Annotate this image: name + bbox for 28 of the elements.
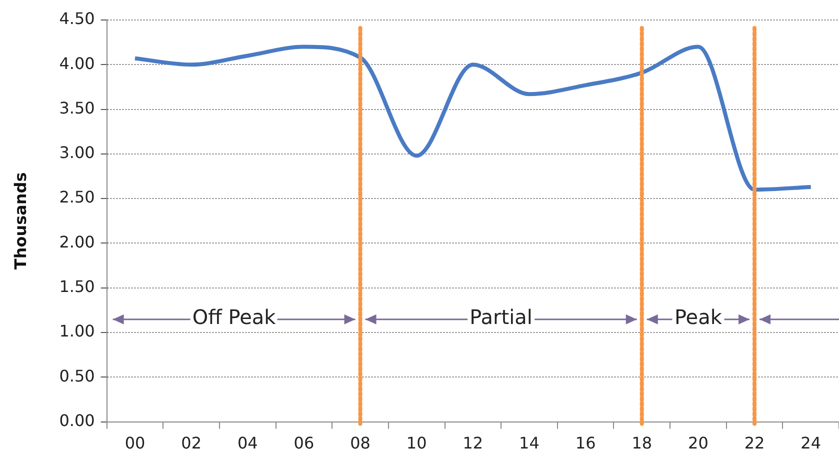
x-tick-label: 20 xyxy=(688,434,708,453)
y-tick-label: 4.00 xyxy=(59,54,95,73)
annotation: Peak xyxy=(672,305,724,330)
annotation: Off Peak xyxy=(190,305,278,330)
y-tick-label: 3.50 xyxy=(59,98,95,118)
y-axis-title: Thousands xyxy=(10,172,30,270)
y-tick-label: 3.00 xyxy=(59,143,95,162)
x-tick-label: 06 xyxy=(294,434,314,453)
x-tick-label: 24 xyxy=(800,434,822,453)
x-tick-label: 10 xyxy=(406,434,427,453)
annotation: Partial xyxy=(468,305,534,330)
x-tick-label: 16 xyxy=(575,434,596,453)
y-tick-label: 2.50 xyxy=(59,188,95,207)
x-tick-label: 04 xyxy=(237,434,258,453)
y-tick-label: 1.00 xyxy=(59,322,95,341)
x-tick-label: 08 xyxy=(350,434,370,453)
y-tick-label: 2.00 xyxy=(59,232,95,252)
x-tick-label: 22 xyxy=(744,434,765,453)
x-tick-label: 12 xyxy=(462,434,484,453)
x-tick-label: 00 xyxy=(124,434,146,453)
x-tick-label: 14 xyxy=(519,434,540,453)
y-tick-label: 0.50 xyxy=(59,366,95,386)
x-tick-label: 18 xyxy=(632,434,652,453)
y-tick-label: 4.50 xyxy=(59,9,95,28)
line-series xyxy=(132,44,813,192)
x-tick-label: 02 xyxy=(181,434,202,453)
y-tick-label: 0.00 xyxy=(59,410,95,430)
y-tick-label: 1.50 xyxy=(59,277,95,296)
